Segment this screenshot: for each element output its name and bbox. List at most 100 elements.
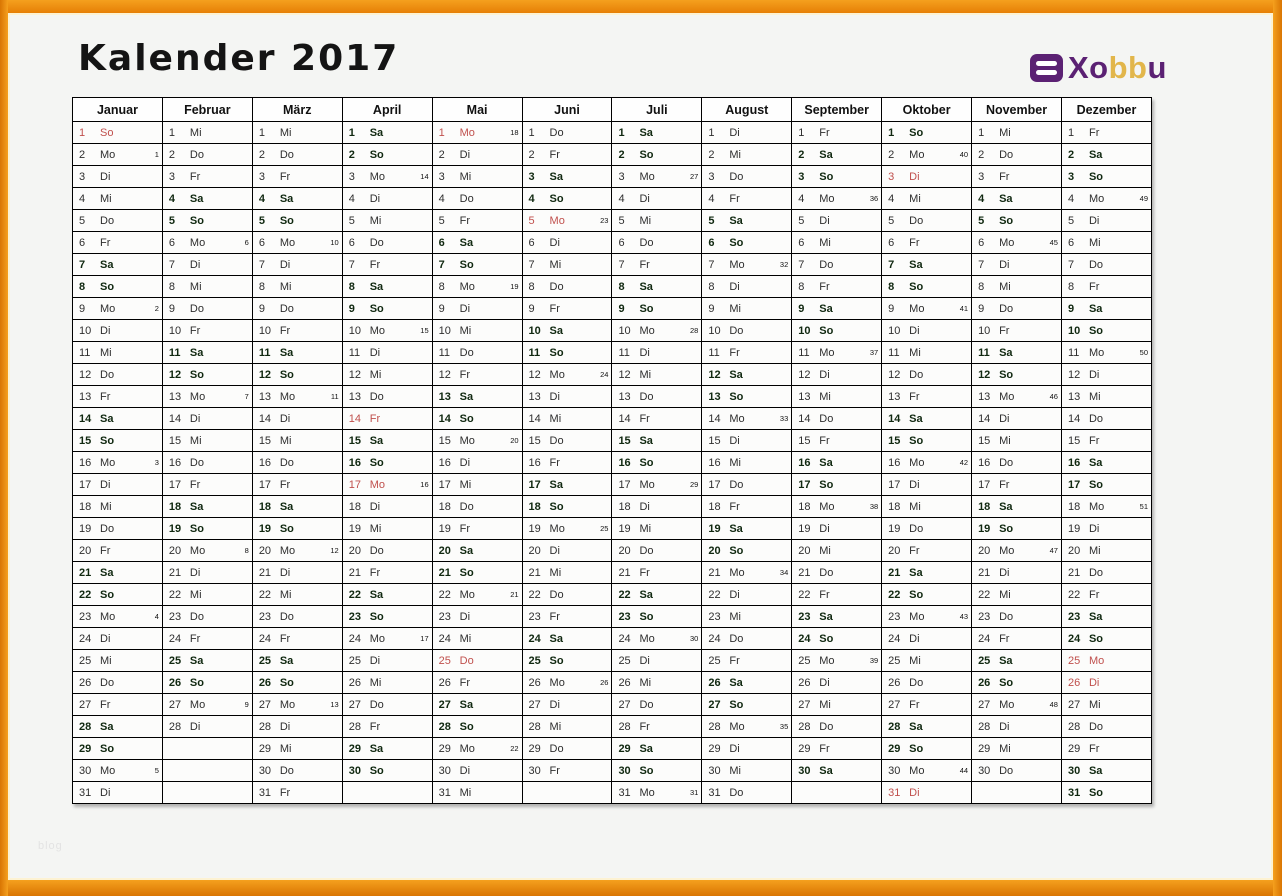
weekday-label: Do (1088, 720, 1104, 733)
day-number: 6 (438, 236, 445, 249)
day-cell-januar-7: 7 Sa (72, 253, 163, 276)
day-cell-content: 12 Mo 24 (523, 364, 612, 385)
day-cell-oktober-28: 28 Sa (881, 715, 973, 738)
weekday-label: Mo (189, 390, 206, 403)
weekday-label: Di (549, 390, 560, 403)
day-cell-content: 9 Mo 41 (882, 298, 971, 319)
weekday-label: Mo (549, 368, 565, 381)
day-number: 31 (79, 786, 92, 799)
day-cell-content: 1 Mo 18 (433, 122, 522, 143)
day-cell-content: 29 Sa (343, 738, 432, 759)
weekday-label: Fr (549, 456, 560, 469)
day-number: 31 (888, 786, 901, 799)
weekday-label: Di (100, 324, 111, 337)
weekday-label: Fr (819, 280, 830, 293)
day-cell-september-21: 21 Do (791, 561, 883, 584)
day-cell-februar-28: 28 Di (161, 715, 253, 738)
day-cell-content: 27 Fr (882, 694, 971, 715)
weekday-label: Do (729, 632, 744, 645)
day-cell-content: 4 Mi (882, 188, 971, 209)
calendar-row-1: 1 So 1 Mi 1 Mi 1 Sa 1 Mo 18 1 Do 1 Sa 1 Di 1 Fr 1 So 1 Mi 1 Fr (72, 121, 1153, 144)
day-number: 1 (348, 126, 355, 139)
day-cell-november-14: 14 Di (971, 407, 1062, 430)
weekday-label: Mo (100, 456, 116, 469)
day-cell-content: 27 Di (523, 694, 612, 715)
day-cell-content: 13 Di (523, 386, 612, 407)
day-cell-juli-28: 28 Fr (611, 715, 703, 738)
day-cell-content: 23 Do (972, 606, 1061, 627)
day-number: 29 (1067, 742, 1081, 755)
week-number: 12 (330, 546, 339, 555)
day-cell-april-30: 30 So (341, 759, 433, 782)
day-number: 10 (168, 324, 182, 337)
day-cell-content: 3 Di (882, 166, 971, 187)
day-cell-content: 17 Fr (163, 474, 252, 495)
day-number: 23 (708, 610, 721, 623)
day-cell-content: 28 Fr (612, 716, 701, 737)
day-number: 2 (978, 148, 985, 161)
day-cell-april-4: 4 Di (341, 187, 433, 210)
day-cell-august-27: 27 So (701, 693, 793, 716)
day-cell-januar-24: 24 Di (72, 627, 163, 650)
day-cell-november-30: 30 Do (971, 759, 1062, 782)
week-number: 19 (510, 282, 519, 291)
weekday-label: Do (369, 236, 384, 249)
day-cell-content: 26 Di (792, 672, 881, 693)
day-cell-content: 30 Mi (702, 760, 791, 781)
day-cell-mai-8: 8 Mo 19 (431, 275, 523, 298)
day-number: 22 (1067, 588, 1081, 601)
weekday-label: Do (639, 698, 654, 711)
weekday-label: So (1088, 632, 1104, 645)
weekday-label: Mi (459, 170, 472, 183)
day-cell-content: 8 Mi (253, 276, 342, 297)
day-cell-oktober-25: 25 Mi (881, 649, 973, 672)
day-number: 18 (1067, 500, 1081, 513)
month-header-dezember: Dezember (1060, 97, 1153, 122)
day-cell-juni-3: 3 Sa (521, 165, 613, 188)
day-cell-juli-22: 22 Sa (611, 583, 703, 606)
weekday-label: Di (819, 368, 830, 381)
day-number: 26 (888, 676, 901, 689)
day-number: 21 (528, 566, 541, 579)
day-cell-dezember-28: 28 Do (1060, 715, 1153, 738)
day-cell-content: 31 Do (702, 782, 791, 803)
day-cell-content: 24 Fr (972, 628, 1061, 649)
day-number: 21 (79, 566, 92, 579)
menu-bar-line (1036, 69, 1057, 75)
week-number: 36 (869, 194, 879, 203)
day-cell-juli-9: 9 So (611, 297, 703, 320)
day-number: 12 (1067, 368, 1081, 381)
day-cell-content: 23 Sa (792, 606, 881, 627)
day-cell-content: 5 Fr (433, 210, 522, 231)
day-cell-september-4: 4 Mo 36 (791, 187, 883, 210)
day-cell-content: 24 Mo 30 (612, 628, 701, 649)
day-number: 2 (1067, 148, 1075, 161)
day-number: 1 (168, 126, 176, 139)
day-cell-april-29: 29 Sa (341, 737, 433, 760)
day-cell-oktober-27: 27 Fr (881, 693, 973, 716)
weekday-label: Mi (639, 214, 652, 227)
day-cell-februar-11: 11 Sa (161, 341, 253, 364)
day-number: 24 (168, 632, 182, 645)
day-cell-november-3: 3 Fr (971, 165, 1062, 188)
day-cell-november-27: 27 Mo 48 (971, 693, 1062, 716)
weekday-label: Do (1088, 258, 1104, 271)
day-cell-content: 9 Mi (702, 298, 791, 319)
day-cell-content: 15 Fr (1062, 430, 1151, 451)
day-number: 6 (528, 236, 535, 249)
day-cell-content: 12 Sa (702, 364, 791, 385)
day-cell-content: 3 Di (73, 166, 162, 187)
day-cell-content: 7 Di (972, 254, 1061, 275)
day-cell-content: 14 So (433, 408, 522, 429)
calendar-row-18: 18 Mi 18 Sa 18 Sa 18 Di 18 Do 18 So 18 Di 18 Fr 18 Mo 38 18… (72, 495, 1153, 518)
calendar-row-6: 6 Fr 6 Mo 6 6 Mo 10 6 Do 6 Sa 6 Di 6 Do 6 So 6 Mi 6 Fr 6 Mo 45 6 M… (72, 231, 1153, 254)
day-number: 14 (1067, 412, 1081, 425)
weekday-label: Di (639, 654, 650, 667)
day-number: 18 (528, 500, 541, 513)
day-cell-oktober-31: 31 Di (881, 781, 973, 804)
day-number: 30 (1067, 764, 1081, 777)
day-number: 30 (798, 764, 811, 777)
day-cell-juni-10: 10 Sa (521, 319, 613, 342)
day-cell-dezember-24: 24 So (1060, 627, 1153, 650)
day-number: 26 (258, 676, 272, 689)
